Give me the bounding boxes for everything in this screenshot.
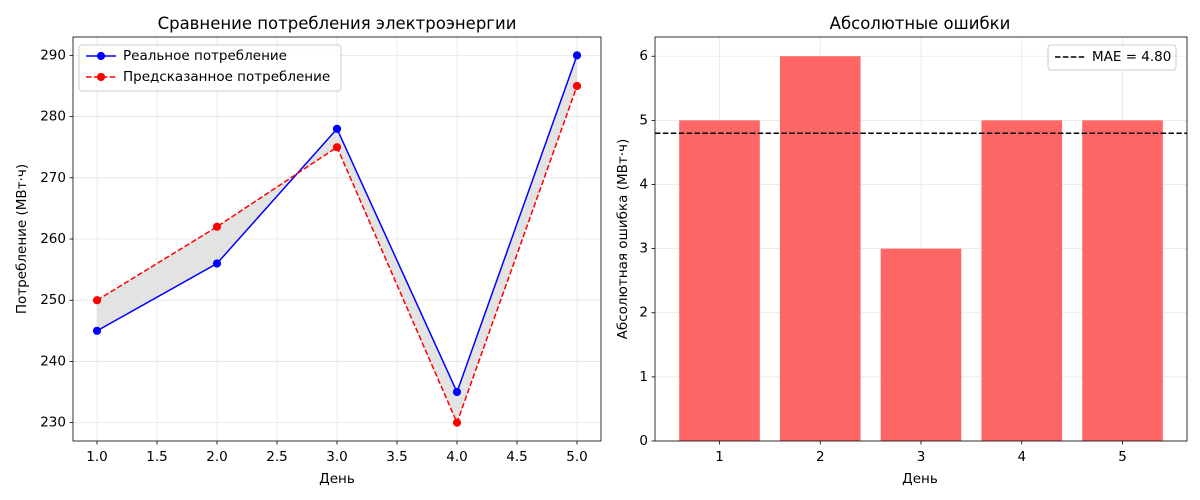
- legend-label-predicted: Предсказанное потребление: [123, 69, 330, 85]
- legend-box: [1047, 44, 1177, 71]
- data-point-actual: [212, 259, 222, 268]
- y-tick-label: 1: [639, 369, 648, 385]
- x-tick-label: 4: [1017, 449, 1026, 465]
- y-tick-label: 250: [40, 292, 66, 308]
- legend: Реальное потребление Предсказанное потре…: [78, 44, 342, 92]
- y-tick-label: 6: [639, 48, 648, 64]
- legend-label-mae: MAE = 4.80: [1092, 49, 1171, 65]
- y-tick-label: 0: [639, 433, 648, 449]
- data-point-actual: [332, 124, 342, 133]
- chart-title: Сравнение потребления электроэнергии: [158, 14, 517, 33]
- legend-marker-sample: [96, 72, 106, 82]
- axes: 1 2 3 4 5 0 1 2 3 4 5 6: [639, 36, 1188, 465]
- x-tick-label: 3: [917, 449, 926, 465]
- x-tick-label: 1.5: [146, 449, 167, 465]
- x-axis-label: День: [902, 471, 938, 487]
- bar: [779, 56, 861, 441]
- data-point-actual: [452, 387, 462, 397]
- bar: [679, 120, 760, 441]
- x-tick-label: 4.5: [506, 449, 527, 465]
- data-point-predicted: [452, 418, 462, 427]
- y-tick-label: 270: [40, 170, 66, 186]
- chart-consumption-comparison: 1.0 1.5 2.0 2.5 3.0 3.5 4.0 4.5 5.0 230 240 250 260 2…: [14, 14, 602, 487]
- legend-label-actual: Реальное потребление: [123, 48, 287, 64]
- data-point-predicted: [212, 222, 222, 231]
- x-tick-label: 4.0: [446, 449, 467, 465]
- data-point-actual: [92, 326, 102, 335]
- bar: [981, 120, 1063, 441]
- y-tick-label: 230: [40, 415, 66, 431]
- x-tick-label: 1.0: [86, 449, 107, 465]
- x-tick-label: 2.5: [266, 449, 287, 465]
- y-tick-label: 3: [639, 241, 648, 257]
- x-tick-label: 5: [1118, 449, 1127, 465]
- y-tick-label: 5: [639, 112, 648, 128]
- bar: [1082, 120, 1163, 441]
- bar: [880, 248, 962, 441]
- y-tick-label: 2: [639, 305, 648, 321]
- y-tick-label: 260: [40, 231, 66, 247]
- x-tick-label: 2.0: [206, 449, 227, 465]
- y-tick-label: 240: [40, 353, 66, 369]
- legend-box: [78, 44, 342, 92]
- legend-keys: [86, 51, 116, 82]
- plot-area: [655, 56, 1187, 441]
- y-tick-label: 4: [639, 176, 648, 192]
- y-tick-label: 280: [40, 109, 66, 125]
- data-point-predicted: [572, 81, 582, 91]
- y-axis-label: Абсолютная ошибка (МВт·ч): [615, 139, 631, 340]
- x-axis-label: День: [319, 471, 355, 487]
- x-tick-label: 2: [816, 449, 825, 465]
- chart-absolute-errors: 1 2 3 4 5 0 1 2 3 4 5 6 Абсолютные ошибки День Абсо…: [615, 14, 1188, 487]
- x-tick-label: 5.0: [566, 449, 587, 465]
- y-tick-label: 290: [40, 47, 66, 63]
- chart-title: Абсолютные ошибки: [830, 14, 1011, 33]
- data-point-predicted: [332, 143, 342, 152]
- x-tick-label: 1: [715, 449, 724, 465]
- legend-marker-sample: [96, 51, 106, 61]
- y-axis-label: Потребление (МВт·ч): [14, 164, 30, 314]
- axes: 1.0 1.5 2.0 2.5 3.0 3.5 4.0 4.5 5.0 230 240 250 260 2…: [40, 36, 602, 465]
- data-point-actual: [572, 51, 582, 60]
- data-point-predicted: [92, 296, 102, 305]
- legend: MAE = 4.80: [1047, 44, 1177, 71]
- x-tick-label: 3.0: [326, 449, 347, 465]
- plot-area: [92, 51, 582, 427]
- x-tick-label: 3.5: [386, 449, 407, 465]
